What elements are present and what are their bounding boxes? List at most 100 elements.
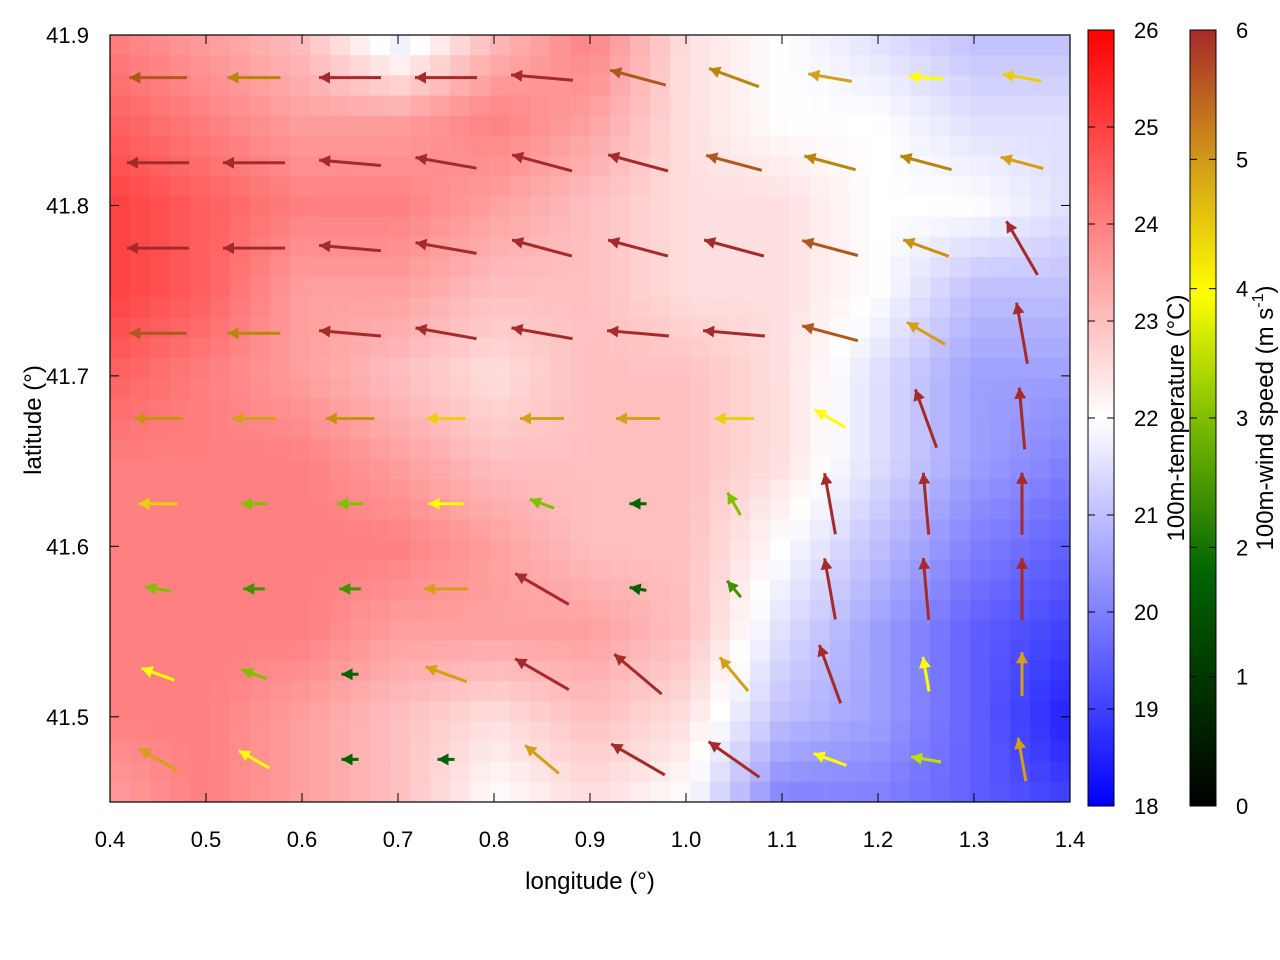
heatmap-cell	[110, 620, 131, 642]
wind-vector	[129, 71, 187, 84]
heatmap-cell	[590, 701, 611, 722]
heatmap-cell	[650, 378, 671, 399]
heatmap-cell	[230, 479, 251, 500]
heatmap-cell	[170, 721, 191, 743]
heatmap-cell	[270, 176, 291, 198]
heatmap-cell	[390, 499, 411, 520]
heatmap-cell	[490, 35, 511, 56]
heatmap-cell	[590, 761, 611, 783]
wind-label-main: 100m-wind speed (m s	[1252, 308, 1279, 551]
heatmap-cell	[590, 398, 611, 420]
heatmap-cell	[770, 317, 791, 339]
heatmap-cell	[670, 297, 691, 319]
heatmap-cell	[510, 95, 531, 117]
heatmap-cell	[150, 297, 171, 319]
x-axis: 0.4 0.5 0.6 0.7 0.8 0.9 1.0 1.1 1.2 1.3 1.4	[95, 35, 1086, 852]
heatmap-cell	[630, 418, 651, 440]
heatmap-cell	[950, 761, 971, 783]
heatmap-cell	[930, 680, 951, 702]
heatmap-cell	[510, 216, 531, 238]
heatmap-cell	[130, 640, 151, 662]
heatmap-cell	[590, 135, 611, 157]
heatmap-cell	[790, 55, 811, 76]
heatmap-cell	[890, 398, 911, 420]
heatmap-cell	[890, 135, 911, 157]
heatmap-cell	[950, 559, 971, 581]
heatmap-cell	[730, 196, 751, 218]
heatmap-cell	[670, 378, 691, 399]
heatmap-cell	[210, 337, 231, 359]
heatmap-cell	[350, 357, 371, 379]
wind-vector	[702, 325, 766, 338]
heatmap-cell	[510, 600, 531, 621]
colorbar-tick-label: 6	[1236, 18, 1248, 43]
heatmap-cell	[630, 297, 651, 319]
heatmap-cell	[910, 337, 931, 359]
heatmap-cell	[130, 35, 151, 56]
heatmap-cell	[470, 216, 491, 238]
heatmap-cell	[750, 781, 771, 802]
heatmap-cell	[670, 35, 691, 56]
heatmap-cell	[370, 216, 391, 238]
heatmap-cell	[290, 277, 311, 298]
heatmap-cell	[310, 55, 331, 76]
heatmap-cell	[530, 761, 551, 783]
heatmap-cell	[650, 357, 671, 379]
heatmap-cell	[150, 257, 171, 278]
heatmap-cell	[770, 216, 791, 238]
colorbar-tick-label: 19	[1134, 697, 1158, 722]
heatmap-cell	[1010, 499, 1031, 520]
heatmap-cell	[910, 781, 931, 802]
heatmap-cell	[650, 418, 671, 440]
heatmap-cell	[750, 196, 771, 218]
heatmap-cell	[910, 438, 931, 460]
heatmap-cell	[730, 378, 751, 399]
heatmap-cell	[610, 781, 631, 802]
heatmap-cell	[1050, 640, 1070, 662]
heatmap-cell	[790, 580, 811, 601]
heatmap-cell	[190, 438, 211, 460]
heatmap-cell	[470, 398, 491, 420]
x-tick-label: 1.4	[1055, 827, 1086, 852]
heatmap-cell	[850, 418, 871, 440]
heatmap-cell	[230, 257, 251, 278]
heatmap-cell	[430, 357, 451, 379]
heatmap-cell	[750, 35, 771, 56]
wind-vector	[902, 237, 950, 258]
heatmap-cell	[370, 317, 391, 339]
wind-vector	[437, 753, 455, 766]
heatmap-cell	[510, 539, 531, 561]
heatmap-cell	[890, 499, 911, 520]
heatmap-cell	[870, 458, 891, 480]
heatmap-cell	[350, 55, 371, 76]
heatmap-cell	[310, 761, 331, 783]
heatmap-cell	[170, 35, 191, 56]
heatmap-cell	[370, 357, 391, 379]
heatmap-cell	[510, 418, 531, 440]
heatmap-cell	[750, 761, 771, 783]
heatmap-cell	[210, 438, 231, 460]
heatmap-cell	[150, 620, 171, 642]
heatmap-cell	[290, 781, 311, 802]
colorbar-tick-label: 0	[1236, 794, 1248, 819]
heatmap-cell	[630, 95, 651, 117]
heatmap-cell	[490, 398, 511, 420]
heatmap-cell	[750, 317, 771, 339]
heatmap-cell	[150, 539, 171, 561]
heatmap-cell	[150, 135, 171, 157]
heatmap-cell	[590, 458, 611, 480]
heatmap-cell	[690, 458, 711, 480]
heatmap-cell	[210, 236, 231, 258]
heatmap-cell	[710, 620, 731, 642]
heatmap-cell	[270, 378, 291, 399]
heatmap-cell	[670, 196, 691, 218]
heatmap-cell	[710, 337, 731, 359]
heatmap-cell	[890, 176, 911, 198]
heatmap-cell	[410, 357, 431, 379]
heatmap-cell	[730, 95, 751, 117]
heatmap-cell	[530, 297, 551, 319]
heatmap-cell	[970, 559, 991, 581]
heatmap-cell	[370, 277, 391, 298]
heatmap-cell	[130, 539, 151, 561]
heatmap-cell	[850, 75, 871, 97]
